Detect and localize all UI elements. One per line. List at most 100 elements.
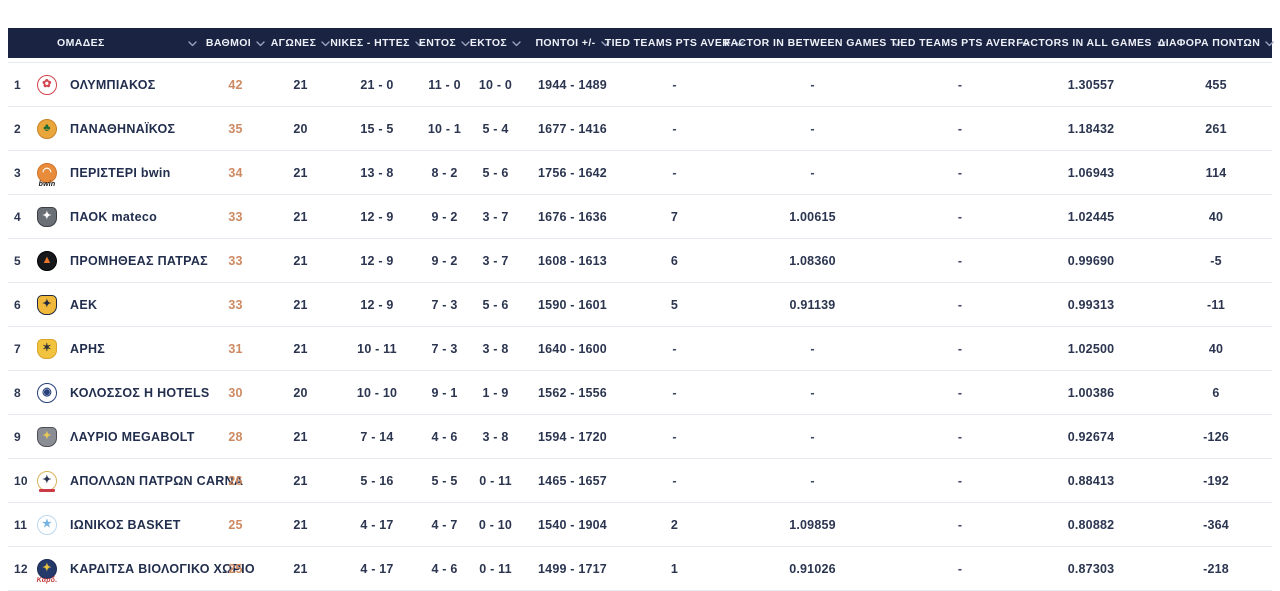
- cell-tied_teams_pts_aver_1: 6: [670, 253, 679, 268]
- cell-points_plus_minus: 1944 - 1489: [538, 77, 607, 92]
- rank-number: 6: [14, 297, 21, 312]
- team-name[interactable]: ΑΕΚ: [70, 297, 98, 312]
- column-header-factors_in_all_games[interactable]: FACTORS IN ALL GAMES: [1016, 28, 1166, 58]
- cell-factor_in_between_games: 1.09859: [789, 517, 836, 532]
- cell-tied_teams_pts_aver_1: -: [672, 429, 677, 444]
- rank-number: 2: [14, 121, 21, 136]
- column-header-team[interactable]: ΟΜΑΔΕΣ: [8, 28, 203, 58]
- cell-tied_teams_pts_aver_2: -: [957, 473, 963, 488]
- cell-point_difference: -5: [1210, 253, 1222, 268]
- cell-factor_in_between_games: -: [810, 341, 815, 356]
- team-crest-glyph: ✦: [42, 562, 52, 574]
- team-name[interactable]: ΛΑΥΡΙΟ MEGABOLT: [70, 429, 195, 444]
- cell-tied_teams_pts_aver_1: -: [672, 121, 677, 136]
- table-row[interactable]: 7 ✶ ΑΡΗΣ 31 21 10 - 11 7 - 3 3 - 8 1640 - 1600 - -…: [8, 327, 1272, 371]
- cell-factor_in_between_games: -: [810, 165, 815, 180]
- team-crest-glyph: ◠: [42, 166, 52, 178]
- column-label: ΑΓΩΝΕΣ: [270, 37, 317, 49]
- team-name[interactable]: ΠΑΟΚ mateco: [70, 209, 158, 224]
- cell-tied_teams_pts_aver_2: -: [957, 77, 963, 92]
- team-logo: ♣: [34, 116, 60, 142]
- cell-point_difference: -11: [1207, 297, 1225, 312]
- column-header-tied_teams_pts_aver_2[interactable]: TIED TEAMS PTS AVER: [890, 28, 1030, 58]
- team-name[interactable]: ΠΕΡΙΣΤΕΡΙ bwin: [70, 165, 171, 180]
- cell-games: 21: [293, 341, 308, 356]
- team-crest-icon: ✦: [37, 294, 57, 315]
- team-logo-ribbon: [39, 488, 55, 492]
- team-name[interactable]: ΚΟΛΟΣΣΟΣ H HOTELS: [70, 385, 210, 400]
- cell-away: 3 - 8: [482, 341, 509, 356]
- table-row[interactable]: 6 ✦ ΑΕΚ 33 21 12 - 9 7 - 3 5 - 6 1590 - 1601 5 0.9…: [8, 283, 1272, 327]
- cell-games: 21: [293, 517, 308, 532]
- cell-points_plus_minus: 1756 - 1642: [538, 165, 607, 180]
- table-row[interactable]: 3 ◠ bwin ΠΕΡΙΣΤΕΡΙ bwin 34 21 13 - 8 8 - 2 5 - 6…: [8, 151, 1272, 195]
- cell-factor_in_between_games: 0.91026: [789, 561, 836, 576]
- cell-home: 9 - 1: [431, 385, 458, 400]
- column-label: TIED TEAMS PTS AVER: [604, 37, 731, 49]
- team-logo: ◉: [34, 380, 60, 406]
- team-name[interactable]: ΠΑΝΑΘΗΝΑΪΚΟΣ: [70, 121, 176, 136]
- cell-team: 4 ✦ ΠΑΟΚ mateco: [8, 204, 203, 230]
- team-crest-icon: ✶: [37, 338, 57, 359]
- column-header-points[interactable]: ΒΑΘΜΟΙ: [203, 28, 268, 58]
- cell-home: 4 - 6: [431, 561, 458, 576]
- team-name[interactable]: ΚΑΡΔΙΤΣΑ ΒΙΟΛΟΓΙΚΟ ΧΩΡΙΟ: [70, 561, 255, 576]
- cell-tied_teams_pts_aver_2: -: [957, 429, 963, 444]
- column-header-point_difference[interactable]: ΔΙΑΦΟΡΑ ΠΟΝΤΩΝ: [1158, 28, 1274, 58]
- cell-wins_losses: 21 - 0: [360, 77, 394, 92]
- cell-games: 21: [293, 561, 308, 576]
- cell-point_difference: 6: [1212, 385, 1220, 400]
- team-name[interactable]: ΑΡΗΣ: [70, 341, 106, 356]
- cell-home: 10 - 1: [427, 121, 462, 136]
- team-name[interactable]: ΟΛΥΜΠΙΑΚΟΣ: [70, 77, 156, 92]
- table-row[interactable]: 12 ✦ Καρδ. ΚΑΡΔΙΤΣΑ ΒΙΟΛΟΓΙΚΟ ΧΩΡΙΟ 25 21 4 - …: [8, 547, 1272, 591]
- cell-wins_losses: 15 - 5: [360, 121, 394, 136]
- column-header-games[interactable]: ΑΓΩΝΕΣ: [268, 28, 333, 58]
- cell-wins_losses: 7 - 14: [360, 429, 394, 444]
- table-row[interactable]: 5 ▲ ΠΡΟΜΗΘΕΑΣ ΠΑΤΡΑΣ 33 21 12 - 9 9 - 2 3 - 7 16…: [8, 239, 1272, 283]
- sort-chevron-icon: [1021, 40, 1030, 46]
- cell-games: 21: [293, 209, 308, 224]
- table-row[interactable]: 2 ♣ ΠΑΝΑΘΗΝΑΪΚΟΣ 35 20 15 - 5 10 - 1 5 - 4 1677 …: [8, 107, 1272, 151]
- column-header-tied_teams_pts_aver_1[interactable]: TIED TEAMS PTS AVER: [605, 28, 744, 58]
- column-header-factor_in_between_games[interactable]: FACTOR IN BETWEEN GAMES: [724, 28, 901, 58]
- team-name[interactable]: ΙΩΝΙΚΟΣ BASKET: [70, 517, 181, 532]
- team-name[interactable]: ΠΡΟΜΗΘΕΑΣ ΠΑΤΡΑΣ: [70, 253, 208, 268]
- cell-factors_in_all_games: 0.92674: [1067, 429, 1115, 444]
- table-row[interactable]: 9 ✦ ΛΑΥΡΙΟ MEGABOLT 28 21 7 - 14 4 - 6 3 - 8 159…: [8, 415, 1272, 459]
- table-row[interactable]: 1 ✿ ΟΛΥΜΠΙΑΚΟΣ 42 21 21 - 0 11 - 0 10 - 0 1944 -…: [8, 63, 1272, 107]
- table-row[interactable]: 4 ✦ ΠΑΟΚ mateco 33 21 12 - 9 9 - 2 3 - 7 1676 - …: [8, 195, 1272, 239]
- table-row[interactable]: 10 ✦ ΑΠΟΛΛΩΝ ΠΑΤΡΩΝ CARNA 26 21 5 - 16 5 - 5 0 …: [8, 459, 1272, 503]
- cell-team: 12 ✦ Καρδ. ΚΑΡΔΙΤΣΑ ΒΙΟΛΟΓΙΚΟ ΧΩΡΙΟ: [8, 556, 255, 584]
- sort-chevron-icon: [512, 40, 521, 46]
- cell-home: 4 - 7: [431, 517, 458, 532]
- cell-away: 0 - 10: [478, 517, 513, 532]
- cell-wins_losses: 10 - 11: [357, 341, 397, 356]
- team-crest-icon: ▲: [37, 250, 57, 271]
- column-header-home[interactable]: ΕΝΤΟΣ: [419, 28, 470, 58]
- sort-chevron-icon: [415, 40, 424, 46]
- sort-chevron-icon: [461, 40, 470, 46]
- column-header-points_plus_minus[interactable]: ΠΟΝΤΟΙ +/-: [523, 28, 622, 58]
- team-name[interactable]: ΑΠΟΛΛΩΝ ΠΑΤΡΩΝ CARNA: [70, 473, 244, 488]
- column-label: ΒΑΘΜΟΙ: [205, 37, 252, 49]
- cell-tied_teams_pts_aver_1: 2: [670, 517, 679, 532]
- table-row[interactable]: 11 ★ ΙΩΝΙΚΟΣ BASKET 25 21 4 - 17 4 - 7 0 - 10 15…: [8, 503, 1272, 547]
- team-crest-glyph: ★: [41, 518, 53, 530]
- column-header-wins_losses[interactable]: ΝΙΚΕΣ - ΗΤΤΕΣ: [330, 28, 424, 58]
- cell-tied_teams_pts_aver_2: -: [957, 517, 963, 532]
- cell-point_difference: 261: [1205, 121, 1227, 136]
- team-crest-glyph: ◉: [42, 386, 52, 398]
- team-crest-icon: ♣: [37, 118, 57, 139]
- team-logo: ▲: [34, 248, 60, 274]
- table-row[interactable]: 8 ◉ ΚΟΛΟΣΣΟΣ H HOTELS 30 20 10 - 10 9 - 1 1 - 9…: [8, 371, 1272, 415]
- cell-wins_losses: 12 - 9: [360, 253, 394, 268]
- cell-factors_in_all_games: 0.99690: [1067, 253, 1115, 268]
- cell-factor_in_between_games: -: [810, 121, 815, 136]
- column-header-away[interactable]: ΕΚΤΟΣ: [468, 28, 523, 58]
- cell-away: 5 - 6: [482, 165, 509, 180]
- team-crest-icon: ✦: [37, 426, 57, 447]
- cell-games: 20: [293, 385, 308, 400]
- rank-number: 10: [14, 473, 28, 488]
- team-logo: ✦: [34, 292, 60, 318]
